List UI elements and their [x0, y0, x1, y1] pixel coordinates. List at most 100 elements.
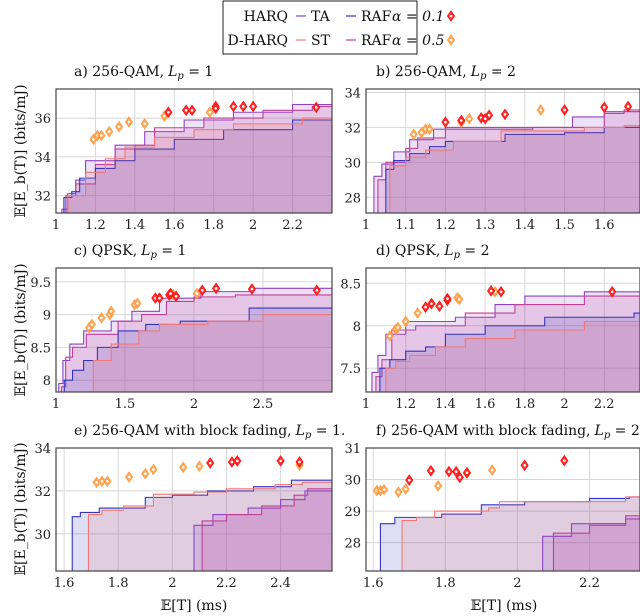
series-line-ST: [401, 496, 640, 571]
title-prefix: d) QPSK,: [376, 243, 440, 259]
point-raf-alpha-0-5-dot: [404, 487, 407, 491]
point-raf-alpha-0-5-dot: [412, 133, 415, 136]
series-fill-ST: [385, 321, 640, 392]
series-line-ST: [389, 125, 640, 213]
x-axis-label: 𝔼[T] (ms): [161, 598, 228, 614]
series-line-ST: [67, 117, 332, 213]
point-raf-alpha-0-1-dot: [438, 304, 441, 308]
legend-row-label: D-HARQ: [227, 33, 288, 49]
series-fill-TA: [542, 507, 640, 571]
title-var: L: [443, 243, 453, 259]
series-fill-ST: [93, 314, 332, 392]
x-tick-label: 1.3: [475, 218, 496, 233]
series-line-RAF-0-5: [65, 105, 332, 213]
point-raf-alpha-0-5-dot: [467, 117, 471, 120]
point-raf-alpha-0-1-dot: [241, 105, 245, 108]
point-raf-alpha-0-1-dot: [447, 470, 451, 473]
x-tick-label: 1.4: [514, 218, 535, 233]
plot-frame: [365, 267, 640, 393]
series-line-ST: [87, 481, 332, 571]
point-raf-alpha-0-5-dot: [109, 310, 113, 313]
x-tick-label: 2.2: [594, 397, 615, 412]
x-tick-label: 1.4: [125, 218, 146, 233]
y-tick-label: 28: [344, 537, 361, 552]
panel-title: f) 256-QAM with block fading,Lp = 2.: [376, 423, 640, 441]
point-raf-alpha-0-1-dot: [251, 105, 255, 108]
point-raf-alpha-0-5-dot: [152, 468, 155, 471]
series-line-RAF-0-5: [375, 295, 640, 392]
point-raf-alpha-0-5-dot: [181, 466, 185, 469]
y-tick-label: 34: [344, 86, 361, 101]
point-raf-alpha-0-5-dot: [397, 490, 400, 494]
point-raf-alpha-0-1-dot: [602, 106, 606, 109]
point-raf-alpha-0-5-dot: [396, 326, 400, 329]
point-raf-alpha-0-1-dot: [430, 302, 433, 305]
title-suffix: = 1.: [311, 423, 345, 439]
point-raf-alpha-0-1-dot: [158, 296, 161, 300]
x-tick-label: 1.2: [435, 218, 456, 233]
plot-area: [58, 282, 332, 392]
x-tick-label: 1: [362, 397, 370, 412]
plot-frame: [55, 88, 333, 214]
legend-label-1: ST: [311, 33, 331, 49]
point-raf-alpha-0-1-dot: [454, 470, 458, 473]
legend-label-3: RAF: [361, 33, 392, 49]
point-raf-alpha-0-5-dot: [163, 114, 166, 118]
series-fill-ST: [402, 496, 640, 571]
series-line-RAF-0-5: [60, 294, 332, 392]
legend-alpha-2: α = 0.1: [392, 9, 444, 25]
point-raf-alpha-0-1-dot: [610, 290, 614, 294]
x-tick-label: 1.8: [108, 576, 129, 591]
panel-b: b) 256-QAM, Lp = 2 1 1.1 1.2 1.3 1.4 1.5 1.6 28 30…: [344, 64, 640, 233]
point-raf-alpha-0-5-dot: [106, 479, 109, 483]
title-suffix: = 2.: [610, 423, 640, 439]
x-tick-label: 2.4: [270, 576, 291, 591]
point-raf-alpha-0-1-dot: [458, 476, 462, 479]
point-raf-alpha-0-5-dot: [208, 110, 212, 114]
point-raf-alpha-0-1-dot: [314, 106, 318, 109]
point-raf-alpha-0-5-dot: [195, 292, 199, 295]
plot-area: [61, 100, 332, 213]
x-tick-label: 2.2: [282, 218, 303, 233]
point-raf-alpha-0-5-dot: [198, 464, 201, 468]
series-line-TA: [373, 111, 640, 213]
y-tick-label: 29: [344, 505, 361, 520]
series-line-ST: [385, 320, 640, 392]
legend-label-0: TA: [311, 9, 331, 25]
point-raf-alpha-0-1-dot: [167, 110, 170, 114]
point-raf-alpha-0-1-dot: [424, 305, 427, 309]
point-raf-alpha-0-5-dot: [143, 472, 147, 476]
point-raf-alpha-0-1-dot: [169, 292, 172, 295]
point-raf-alpha-0-1-dot: [499, 290, 503, 294]
y-tick-label: 34: [34, 151, 51, 166]
panel-title: e) 256-QAM with block fading, Lp = 1.: [74, 423, 345, 441]
point-raf-alpha-0-1-dot: [200, 289, 204, 292]
panel-a: a) 256-QAM, Lp = 1 1 1.2 1.4 1.6 1.8 2 2.2 32 34 36: [34, 64, 333, 233]
x-tick-label: 1.5: [554, 218, 575, 233]
series-fill-RAF-0-5: [65, 106, 332, 213]
x-tick-label: 1.6: [363, 576, 384, 591]
x-tick-label: 1.2: [85, 218, 106, 233]
title-sub: p: [454, 250, 461, 261]
x-tick-label: 2: [560, 397, 568, 412]
legend-label-2: RAF: [361, 9, 392, 25]
title-prefix: c) QPSK,: [74, 243, 137, 259]
point-raf-alpha-0-5-dot: [90, 323, 94, 326]
plot-area: [373, 100, 640, 213]
title-var: L: [470, 64, 480, 80]
legend-box: [222, 0, 418, 55]
series-line-RAF-0-1: [63, 307, 332, 392]
y-tick-label: 8: [353, 320, 361, 335]
legend-marker-3-dot: [449, 38, 453, 42]
x-tick-label: 2.2: [579, 576, 600, 591]
panel-title: a) 256-QAM, Lp = 1: [74, 64, 213, 82]
point-raf-alpha-0-1-dot: [298, 460, 301, 464]
point-raf-alpha-0-5-dot: [458, 298, 461, 301]
point-raf-alpha-0-1-dot: [208, 461, 212, 465]
title-var: L: [594, 423, 604, 439]
y-tick-label: 34: [34, 442, 51, 457]
x-tick-label: 1.8: [203, 218, 224, 233]
title-var: L: [140, 243, 150, 259]
series-fill-RAF-0-5: [553, 515, 640, 571]
